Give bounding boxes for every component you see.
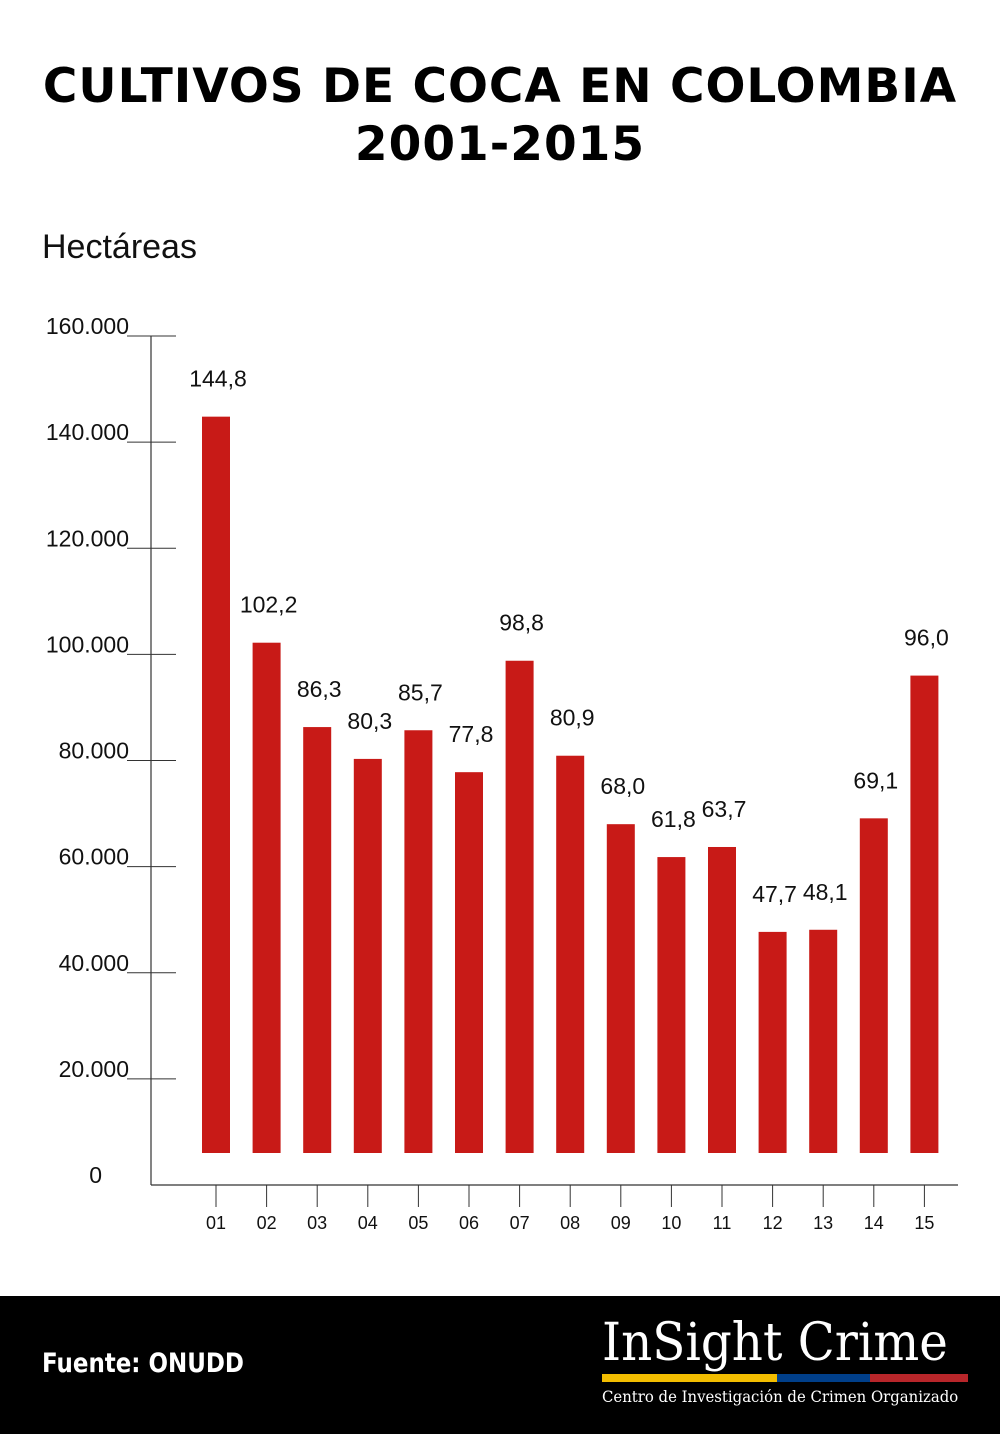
data-label: 69,1	[853, 767, 898, 793]
data-label: 98,8	[499, 610, 544, 636]
y-axis-label: Hectáreas	[42, 228, 197, 266]
bar	[505, 660, 534, 1153]
data-label: 86,3	[297, 676, 342, 702]
stripe-blue	[777, 1374, 870, 1382]
y-tick-label: 40.000	[59, 950, 129, 976]
bar	[859, 818, 888, 1153]
data-label: 102,2	[240, 592, 298, 618]
footer: Fuente: ONUDD InSight Crime Centro de In…	[0, 1296, 1000, 1434]
y-tick-label: 60.000	[59, 844, 129, 870]
subtitle-line: 2001-2015	[354, 117, 646, 172]
bar	[252, 642, 281, 1153]
bar	[353, 758, 382, 1153]
y-tick-label: 80.000	[59, 738, 129, 764]
data-label: 85,7	[398, 679, 443, 705]
chart-title: CULTIVOS DE COCA EN COLOMBIA 2001-2015	[0, 58, 1000, 174]
logo-stripe	[602, 1374, 968, 1382]
x-tick-label: 02	[257, 1213, 277, 1233]
source-text: Fuente: ONUDD	[42, 1348, 244, 1379]
y-tick-label: 120.000	[46, 525, 129, 551]
bar	[404, 730, 433, 1153]
bar	[708, 846, 736, 1153]
x-tick-label: 09	[611, 1213, 631, 1233]
bar	[556, 755, 585, 1153]
bar	[809, 929, 838, 1153]
bar	[910, 675, 939, 1153]
x-tick-label: 03	[307, 1213, 327, 1233]
x-tick-label: 07	[510, 1213, 530, 1233]
data-label: 80,9	[550, 705, 595, 731]
stripe-yellow	[602, 1374, 777, 1382]
x-tick-label: 14	[864, 1213, 884, 1233]
logo-name: InSight Crime	[602, 1313, 948, 1373]
x-tick-label: 04	[358, 1213, 378, 1233]
x-tick-label: 08	[560, 1213, 580, 1233]
bar	[303, 727, 332, 1153]
bar	[657, 857, 686, 1153]
bar	[758, 931, 787, 1153]
bar	[202, 416, 230, 1153]
y-tick-label: 160.000	[46, 313, 129, 339]
y-tick-label: 0	[89, 1162, 102, 1188]
stripe-red	[870, 1374, 968, 1382]
data-label: 63,7	[702, 796, 747, 822]
x-tick-label: 11	[713, 1213, 732, 1233]
y-tick-label: 100.000	[46, 631, 129, 657]
x-tick-label: 05	[408, 1213, 428, 1233]
x-tick-label: 06	[459, 1213, 479, 1233]
data-label: 48,1	[803, 879, 848, 905]
bar-chart: 0 20.000 40.000 60.000 80.000 100.000 120.000 1…	[46, 313, 958, 1233]
x-tick-label: 10	[661, 1213, 681, 1233]
data-label: 77,8	[449, 721, 494, 747]
y-tick-label: 20.000	[59, 1056, 129, 1082]
data-label: 80,3	[347, 708, 392, 734]
title-line: CULTIVOS DE COCA EN COLOMBIA	[42, 59, 958, 114]
bar	[606, 824, 635, 1153]
x-tick-label: 13	[813, 1213, 833, 1233]
x-tick-label: 15	[914, 1213, 934, 1233]
data-label: 144,8	[189, 366, 247, 392]
y-tick-label: 140.000	[46, 419, 129, 445]
data-label: 68,0	[600, 773, 645, 799]
x-tick-label: 01	[206, 1213, 226, 1233]
bar	[455, 772, 483, 1153]
insight-crime-logo: InSight Crime Centro de Investigación de…	[602, 1314, 968, 1406]
x-tick-label: 12	[763, 1213, 783, 1233]
data-label: 61,8	[651, 806, 696, 832]
logo-subtitle: Centro de Investigación de Crimen Organi…	[602, 1387, 959, 1406]
data-label: 47,7	[752, 881, 797, 907]
data-label: 96,0	[904, 625, 949, 651]
